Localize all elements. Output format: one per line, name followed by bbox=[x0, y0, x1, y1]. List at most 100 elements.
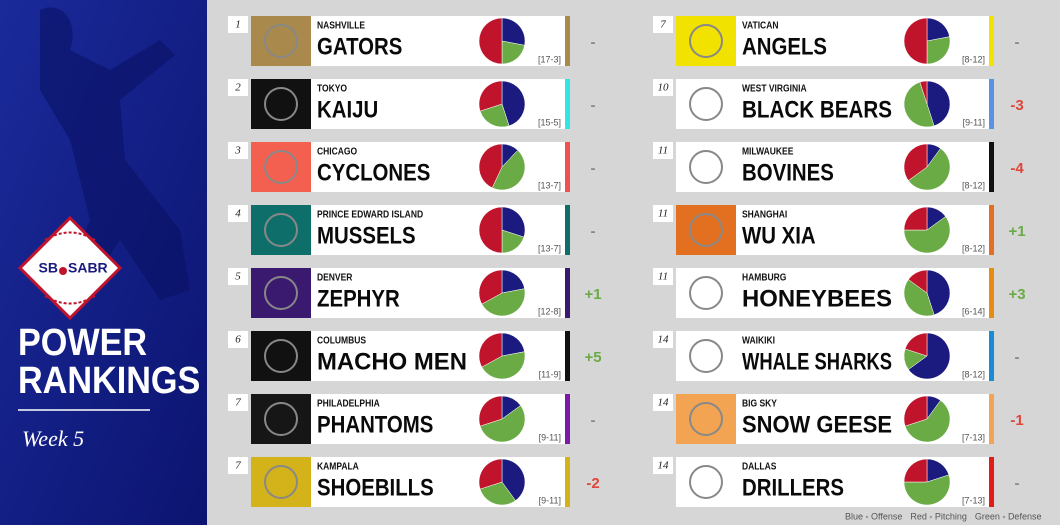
logo-text: SABR bbox=[68, 260, 108, 276]
rank: 11 bbox=[658, 271, 668, 283]
pie-wedge bbox=[501, 206, 526, 238]
team-name: CYCLONES bbox=[317, 159, 430, 186]
legend-dot bbox=[865, 515, 869, 519]
logo-emblem bbox=[264, 150, 298, 184]
rank-box bbox=[228, 394, 248, 411]
rank-change: +3 bbox=[1008, 286, 1025, 303]
pie-wedge bbox=[904, 332, 928, 357]
team-name: PHANTOMS bbox=[317, 411, 433, 438]
record: [8-12] bbox=[962, 243, 985, 253]
city: PRINCE EDWARD ISLAND bbox=[317, 209, 423, 220]
rank: 14 bbox=[658, 460, 670, 472]
accent-bar bbox=[565, 331, 570, 381]
rank-change: - bbox=[591, 223, 596, 240]
team-name: BLACK BEARS bbox=[742, 96, 892, 123]
rank: 5 bbox=[235, 271, 241, 283]
logo-emblem bbox=[264, 24, 298, 58]
pie-wedge bbox=[501, 17, 526, 46]
team-row: 11 SHANGHAI WU XIA [8-12] +1 bbox=[653, 205, 1026, 255]
record: [7-13] bbox=[962, 495, 985, 505]
record: [17-3] bbox=[538, 54, 561, 64]
rank: 6 bbox=[235, 334, 241, 346]
team-row: 7 VATICAN ANGELS [8-12] - bbox=[653, 16, 1020, 66]
accent-bar bbox=[565, 394, 570, 444]
rank: 10 bbox=[658, 82, 670, 94]
legend-color: Red bbox=[910, 511, 927, 521]
city: DALLAS bbox=[742, 461, 776, 472]
record: [13-7] bbox=[538, 243, 561, 253]
pie-wedge bbox=[501, 80, 526, 127]
team-row: 1 NASHVILLE GATORS [17-3] - bbox=[228, 16, 596, 66]
rank-change: +5 bbox=[584, 349, 601, 366]
pie-wedge bbox=[478, 143, 503, 189]
legend-meaning: Offense bbox=[871, 511, 902, 521]
pie-wedge bbox=[478, 206, 503, 254]
record: [13-7] bbox=[538, 180, 561, 190]
team-logo bbox=[676, 457, 736, 507]
legend-color: Green bbox=[975, 511, 1000, 521]
rank-change: - bbox=[1015, 34, 1020, 51]
pie-wedge bbox=[926, 269, 951, 316]
pie-wedge bbox=[478, 332, 503, 368]
team-logo bbox=[251, 394, 311, 444]
logo-emblem bbox=[264, 402, 298, 436]
city: BIG SKY bbox=[742, 398, 778, 409]
accent-bar bbox=[989, 79, 994, 129]
city: WEST VIRGINIA bbox=[742, 83, 807, 94]
accent-bar bbox=[989, 268, 994, 318]
record: [9-11] bbox=[539, 495, 561, 505]
rank: 7 bbox=[235, 460, 241, 472]
rank: 11 bbox=[658, 145, 668, 157]
pie-wedge bbox=[501, 458, 526, 501]
league-logo: SB SABR bbox=[17, 215, 123, 321]
city: DENVER bbox=[317, 272, 353, 283]
rank: 2 bbox=[235, 82, 241, 94]
team-row: 2 TOKYO KAIJU [15-5] - bbox=[228, 79, 596, 129]
team-logo bbox=[676, 79, 736, 129]
rank: 4 bbox=[235, 208, 241, 220]
team-row: 14 DALLAS DRILLERS [7-13] - bbox=[653, 457, 1020, 507]
team-row: 10 WEST VIRGINIA BLACK BEARS [9-11] -3 bbox=[653, 79, 1024, 129]
team-name: MUSSELS bbox=[317, 222, 416, 249]
pie-wedge bbox=[491, 149, 526, 191]
pie-wedge bbox=[903, 206, 928, 231]
pie-wedge bbox=[904, 400, 951, 443]
legend-dot bbox=[929, 515, 933, 519]
rank-change: - bbox=[591, 160, 596, 177]
accent-bar bbox=[565, 16, 570, 66]
pie-wedge bbox=[478, 269, 503, 305]
record: [8-12] bbox=[962, 369, 985, 379]
accent-bar bbox=[989, 142, 994, 192]
player-silhouette bbox=[40, 7, 190, 300]
team-logo bbox=[251, 457, 311, 507]
logo-emblem bbox=[264, 87, 298, 121]
team-name: ZEPHYR bbox=[317, 285, 400, 312]
city: WAIKIKI bbox=[742, 335, 775, 346]
team-logo bbox=[676, 16, 736, 66]
accent-bar bbox=[565, 205, 570, 255]
rank: 1 bbox=[235, 19, 241, 31]
pie-wedge bbox=[908, 148, 951, 191]
team-logo bbox=[676, 268, 736, 318]
rank-box bbox=[653, 457, 673, 474]
record: [8-12] bbox=[962, 180, 985, 190]
rank-box bbox=[653, 394, 673, 411]
logo-emblem bbox=[689, 465, 723, 499]
pie-wedge bbox=[478, 80, 503, 112]
team-row: 4 PRINCE EDWARD ISLAND MUSSELS [13-7] - bbox=[228, 205, 596, 255]
logo-emblem bbox=[264, 339, 298, 373]
pie-wedge bbox=[478, 395, 503, 427]
rank-box bbox=[228, 205, 248, 222]
rank-box bbox=[653, 205, 673, 222]
pie-wedge bbox=[478, 17, 503, 65]
title: RANKINGS bbox=[18, 358, 200, 401]
team-name: DRILLERS bbox=[742, 474, 844, 501]
rank-change: +1 bbox=[584, 286, 601, 303]
legend-color: Blue bbox=[845, 511, 863, 521]
team-logo bbox=[676, 331, 736, 381]
rank-change: -4 bbox=[1010, 160, 1024, 177]
logo-emblem bbox=[264, 276, 298, 310]
